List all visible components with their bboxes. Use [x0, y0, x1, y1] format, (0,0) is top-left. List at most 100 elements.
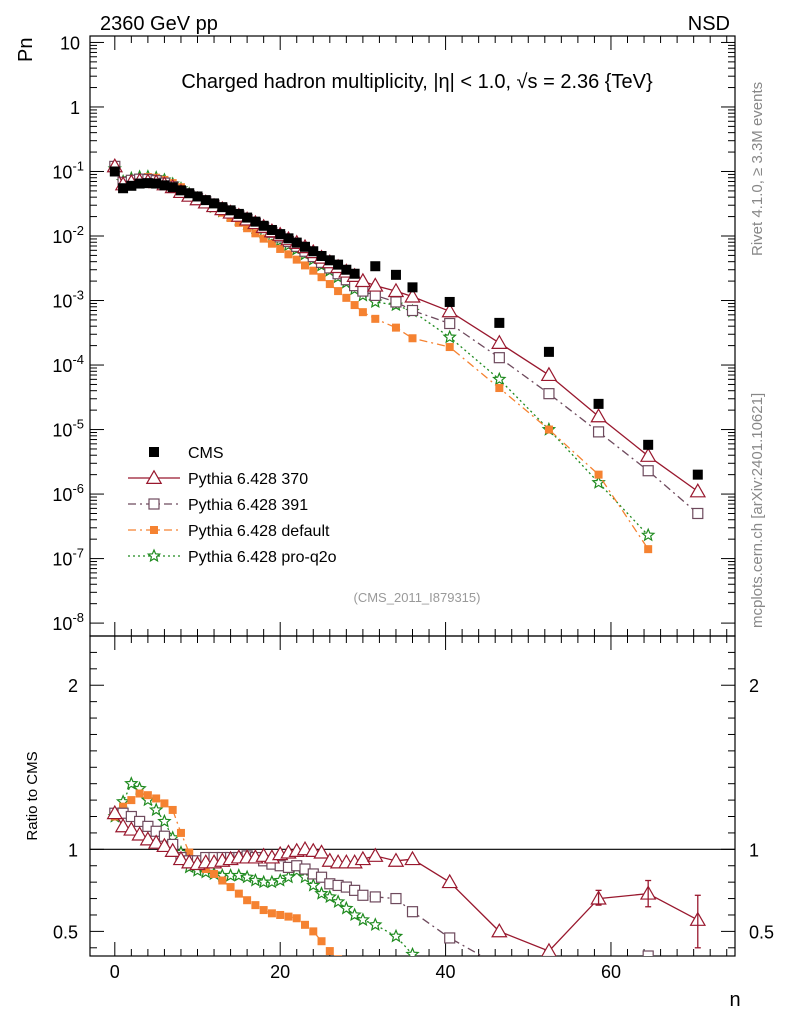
ratio-point-s370 [139, 831, 157, 846]
cms-data-point [250, 216, 261, 227]
series-point-proq2o [641, 527, 656, 542]
y-tick-label: 10-1 [52, 158, 84, 182]
series-point-proq2o [492, 371, 507, 386]
ratio-point-default [359, 973, 367, 981]
series-point-default [350, 301, 359, 310]
ratio-point-default [251, 901, 260, 910]
ratio-point-default [127, 796, 136, 805]
ratio-y-tick-label-right: 0.5 [749, 922, 774, 942]
series-point-default [342, 293, 351, 302]
ratio-point-proq2o [124, 776, 139, 790]
ratio-point-default [342, 962, 350, 970]
series-point-s391 [406, 304, 419, 317]
ratio-point-proq2o [248, 872, 263, 887]
legend-entry-label: Pythia 6.428 pro-q2o [188, 549, 337, 566]
ratio-point-s370 [354, 850, 372, 866]
ratio-point-proq2o [368, 917, 383, 931]
ratio-point-default [243, 896, 252, 905]
cms-data-point [494, 317, 505, 328]
cms-data-point [444, 296, 455, 307]
ratio-point-proq2o [347, 907, 362, 922]
series-layer [106, 157, 707, 554]
legend-entry-label: Pythia 6.428 391 [188, 497, 308, 514]
cms-data-point [233, 208, 244, 219]
ratio-point-default [267, 909, 276, 918]
ratio-point-default [168, 805, 177, 814]
ratio-y-axis-label: Ratio to CMS [24, 751, 41, 840]
ratio-y-tick-label-right: 2 [749, 676, 759, 696]
ratio-point-s391 [544, 972, 554, 982]
ratio-line-s370 [114, 812, 699, 952]
cms-data-point [118, 183, 129, 194]
ratio-point-default [176, 828, 185, 837]
ratio-point-s391 [406, 906, 419, 918]
ratio-point-s370 [541, 942, 557, 956]
ratio-point-default [234, 889, 243, 898]
ratio-point-s370 [164, 842, 181, 857]
x-tick-label: 20 [270, 962, 290, 982]
ratio-point-default [201, 865, 210, 874]
ratio-point-proq2o [355, 912, 371, 927]
series-point-default [644, 545, 653, 554]
ratio-point-proq2o [273, 872, 288, 887]
series-point-s391 [642, 465, 654, 477]
series-point-s370 [354, 272, 372, 288]
cms-data-point [225, 205, 236, 216]
ratio-point-default [334, 955, 343, 956]
cms-data-point [643, 439, 654, 450]
ratio-point-s391 [357, 889, 369, 901]
ratio-point-s370 [156, 837, 173, 853]
cms-data-point [283, 233, 294, 244]
ratio-point-s370 [367, 847, 384, 862]
cms-data-point [543, 346, 554, 357]
series-point-s370 [639, 447, 657, 462]
ratio-series-layer [106, 776, 707, 988]
cms-data-point [308, 246, 319, 257]
series-point-default [325, 280, 334, 289]
series-point-default [391, 323, 400, 332]
legend-marker-s370 [145, 469, 163, 484]
ratio-point-s370 [147, 834, 165, 849]
series-point-default [234, 218, 243, 227]
cms-data-point [324, 255, 335, 266]
cms-data-point [159, 180, 170, 191]
x-tick-label: 40 [436, 962, 456, 982]
series-point-s391 [493, 352, 505, 364]
ratio-point-s391 [315, 871, 328, 883]
series-point-default [594, 470, 603, 479]
cms-data-point [407, 282, 418, 293]
y-tick-label: 10-8 [52, 610, 84, 634]
y-axis-label: Pn [15, 38, 37, 62]
ratio-point-default [317, 937, 326, 946]
series-point-s370 [387, 282, 405, 298]
ratio-point-default [135, 789, 144, 798]
ratio-point-proq2o [157, 813, 172, 828]
cms-data-point [200, 195, 211, 206]
plot-title: Charged hadron multiplicity, |η| < 1.0, … [181, 71, 653, 93]
ratio-point-s370 [123, 821, 140, 836]
series-point-s391 [592, 426, 605, 438]
y-tick-label: 10-5 [52, 417, 84, 441]
cms-data-point [184, 188, 195, 199]
series-point-default [267, 239, 276, 248]
series-line-s370 [114, 166, 699, 492]
ratio-point-s391 [494, 961, 504, 971]
series-point-default [334, 287, 343, 296]
cms-data-point [275, 229, 286, 240]
cms-data-point [167, 182, 178, 193]
ratio-point-proq2o [388, 928, 404, 943]
ratio-point-default [371, 980, 379, 988]
ratio-point-s370 [313, 844, 330, 859]
cms-data-point [692, 469, 703, 480]
ratio-y-tick-label: 1 [68, 840, 78, 860]
legend-marker-cms [149, 447, 159, 457]
cms-data-point [134, 178, 145, 189]
cms-data-point [217, 202, 228, 213]
series-point-s370 [441, 302, 458, 318]
series-point-default [495, 384, 504, 393]
series-point-default [284, 250, 293, 259]
cms-data-point [109, 166, 120, 177]
cms-data-point [349, 268, 360, 279]
ratio-point-proq2o [322, 889, 337, 904]
